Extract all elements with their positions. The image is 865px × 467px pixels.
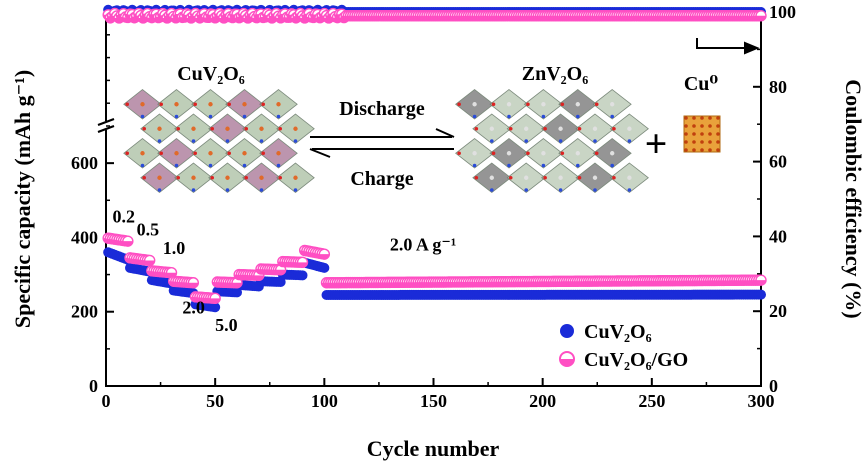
inset-product-label: Cu⁰ bbox=[684, 73, 719, 95]
inset-left-label: CuV₂O₆ bbox=[177, 63, 245, 85]
capacity-point bbox=[296, 256, 309, 269]
capacity-series-1 bbox=[102, 232, 767, 305]
capacity-point bbox=[122, 235, 134, 247]
cu-metal-structure-image bbox=[683, 115, 721, 153]
inset-arrow-top-label: Discharge bbox=[339, 98, 425, 120]
rate-label: 1.0 bbox=[163, 238, 186, 258]
legend-marker-cuv2o6 bbox=[560, 324, 574, 338]
y-tick-label: 400 bbox=[71, 227, 98, 247]
capacity-point bbox=[755, 274, 767, 286]
cuv2o6-structure-image bbox=[123, 89, 315, 193]
x-tick-label: 150 bbox=[420, 391, 447, 411]
znv2o6-structure-image bbox=[455, 89, 649, 193]
discharge-arrow bbox=[310, 128, 455, 138]
legend-label-cuv2o6: CuV₂O₆ bbox=[584, 321, 652, 343]
legend-label-cuv2o6-go: CuV₂O₆/GO bbox=[584, 349, 688, 371]
inset-plus: + bbox=[645, 121, 668, 166]
x-tick-label: 0 bbox=[102, 391, 111, 411]
inset-arrow-bottom-label: Charge bbox=[350, 168, 413, 190]
x-tick-label: 200 bbox=[529, 391, 556, 411]
legend: CuV₂O₆ CuV₂O₆/GO bbox=[559, 321, 688, 371]
y2-tick-label: 60 bbox=[769, 152, 787, 172]
x-tick-label: 250 bbox=[638, 391, 665, 411]
inset-right-label: ZnV₂O₆ bbox=[522, 63, 588, 85]
rate-label: 0.2 bbox=[113, 207, 136, 227]
y2-axis-title: Coulombic efficiency (%) bbox=[841, 79, 865, 319]
capacity-point bbox=[318, 248, 331, 260]
y2-tick-label: 40 bbox=[769, 226, 787, 246]
y2-tick-label: 0 bbox=[769, 376, 778, 396]
rate-label: 5.0 bbox=[215, 315, 238, 335]
x-tick-label: 300 bbox=[748, 391, 775, 411]
capacity-point bbox=[297, 270, 308, 281]
efficiency-axis-arrow bbox=[696, 38, 760, 55]
y2-tick-label: 100 bbox=[769, 2, 796, 22]
y-axis-title: Specific capacity (mAh g⁻¹) bbox=[10, 70, 35, 328]
reaction-inset: CuV₂O₆ ZnV₂O₆ Cu⁰ Discharge Charge + bbox=[123, 63, 721, 193]
y-tick-label: 600 bbox=[71, 153, 98, 173]
y-tick-label: 200 bbox=[71, 302, 98, 322]
capacity-point bbox=[143, 254, 156, 267]
capacity-point bbox=[231, 277, 243, 289]
y2-tick-label: 20 bbox=[769, 301, 787, 321]
efficiency-series-1 bbox=[102, 7, 767, 24]
x-tick-label: 50 bbox=[206, 391, 224, 411]
capacity-point bbox=[209, 292, 221, 305]
y-tick-label: 0 bbox=[89, 376, 98, 396]
x-tick-label: 100 bbox=[311, 391, 338, 411]
rate-label: 2.0 bbox=[182, 298, 205, 318]
y2-tick-label: 80 bbox=[769, 77, 787, 97]
capacity-point bbox=[210, 302, 221, 313]
efficiency-point bbox=[755, 10, 767, 22]
legend-marker-cuv2o6-go bbox=[559, 351, 575, 367]
charge-arrow bbox=[309, 148, 454, 158]
capacity-point bbox=[187, 277, 200, 289]
x-axis-title: Cycle number bbox=[367, 436, 500, 461]
capacity-point bbox=[319, 262, 330, 273]
rate-label: 0.5 bbox=[137, 220, 160, 240]
capacity-point bbox=[756, 289, 766, 300]
rate-label: 2.0 A g⁻¹ bbox=[390, 234, 456, 254]
